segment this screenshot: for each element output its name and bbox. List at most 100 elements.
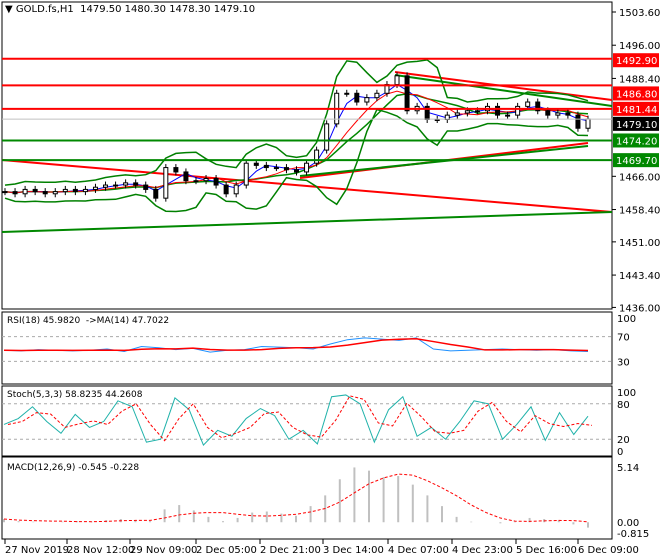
candle-body bbox=[32, 188, 38, 193]
candle-body bbox=[404, 75, 410, 112]
y-tick-label: 1451.00 bbox=[619, 238, 660, 249]
candle-body bbox=[163, 167, 169, 199]
level-badge bbox=[613, 101, 659, 116]
candle-body bbox=[394, 75, 400, 86]
candle-body bbox=[233, 184, 239, 195]
candle-body bbox=[113, 184, 119, 187]
candle-body bbox=[203, 177, 209, 182]
candle-body bbox=[283, 167, 289, 171]
moving-average-fast bbox=[4, 83, 589, 194]
candle-body bbox=[123, 182, 129, 186]
rsi-title: RSI(18) 45.9820 ->MA(14) 47.7022 bbox=[7, 316, 170, 326]
candle-body bbox=[374, 92, 380, 99]
bollinger-lower bbox=[4, 108, 589, 213]
candle-body bbox=[183, 171, 189, 182]
level-label: 1469.70 bbox=[616, 156, 657, 167]
x-tick-label: 3 Dec 14:00 bbox=[323, 545, 384, 556]
rsi-tick-label: 70 bbox=[617, 333, 630, 344]
y-tick-label: 1503.60 bbox=[619, 8, 660, 19]
x-tick-label: 5 Dec 16:00 bbox=[516, 545, 577, 556]
x-tick-label: 6 Dec 09:00 bbox=[578, 545, 639, 556]
bollinger-upper bbox=[4, 59, 589, 186]
macd-tick-label: 0.00 bbox=[617, 518, 639, 529]
x-tick-label: 29 Nov 09:00 bbox=[130, 545, 197, 556]
candle-body bbox=[193, 180, 199, 183]
candle-body bbox=[263, 164, 269, 169]
level-label: 1474.20 bbox=[616, 136, 657, 147]
y-tick-label: 1496.00 bbox=[619, 41, 660, 52]
stoch-title: Stoch(5,3,3) 58.8235 44.2608 bbox=[7, 390, 143, 400]
current-price-badge bbox=[613, 116, 659, 131]
x-tick-label: 27 Nov 2019 bbox=[5, 545, 69, 556]
pane-frame bbox=[1, 311, 613, 385]
candle-body bbox=[294, 169, 299, 173]
candle-body bbox=[525, 101, 531, 107]
rsi-tick-label: 100 bbox=[617, 314, 636, 325]
level-badge bbox=[613, 53, 659, 68]
y-tick-label: 1466.00 bbox=[619, 172, 660, 183]
candle-body bbox=[173, 167, 179, 173]
pane-frame bbox=[1, 1, 613, 310]
candle-body bbox=[42, 191, 48, 195]
symbol-label: GOLD.fs,H1 bbox=[15, 4, 74, 15]
candle-body bbox=[62, 188, 68, 193]
candle-body bbox=[464, 110, 470, 114]
y-tick-label: 1488.40 bbox=[619, 74, 660, 85]
stoch-tick-label: 20 bbox=[617, 435, 630, 446]
candle-body bbox=[243, 162, 249, 186]
candle-body bbox=[82, 188, 88, 193]
level-label: 1481.44 bbox=[616, 105, 657, 116]
macd-signal-line bbox=[3, 473, 589, 523]
rsi-ma-line bbox=[3, 338, 589, 352]
x-tick-label: 4 Dec 23:00 bbox=[452, 545, 513, 556]
x-tick-label: 28 Nov 12:00 bbox=[67, 545, 134, 556]
candle-body bbox=[22, 188, 28, 195]
candle-body bbox=[434, 119, 440, 122]
candle-body bbox=[545, 110, 551, 116]
current-price-label: 1479.10 bbox=[616, 120, 657, 131]
rsi-tick-label: 30 bbox=[617, 357, 630, 368]
dropdown-triangle-icon[interactable]: ▼ bbox=[5, 4, 13, 15]
candle-body bbox=[72, 188, 78, 193]
macd-tick-label: -0.815 bbox=[617, 529, 649, 540]
trend-line bbox=[394, 74, 613, 107]
trend-line bbox=[1, 159, 613, 213]
x-tick-label: 4 Dec 07:00 bbox=[388, 545, 449, 556]
level-label: 1486.80 bbox=[616, 89, 657, 100]
candle-body bbox=[575, 114, 581, 129]
candle-body bbox=[92, 186, 98, 190]
moving-average-slow bbox=[4, 90, 589, 194]
ohlc-values: 1479.50 1480.30 1478.30 1479.10 bbox=[80, 4, 256, 15]
candle-body bbox=[133, 182, 139, 186]
stoch-tick-label: 0 bbox=[617, 447, 623, 458]
level-badge bbox=[613, 86, 659, 101]
candle-body bbox=[253, 162, 259, 166]
pane-frame bbox=[1, 385, 613, 457]
candle-body bbox=[143, 184, 149, 190]
candle-body bbox=[213, 177, 219, 186]
y-tick-label: 1436.00 bbox=[619, 303, 660, 314]
level-badge bbox=[613, 153, 659, 168]
level-badge bbox=[613, 133, 659, 148]
candle-body bbox=[273, 167, 279, 170]
candle-body bbox=[2, 191, 8, 194]
candle-body bbox=[153, 188, 159, 199]
candle-body bbox=[515, 105, 521, 116]
candle-body bbox=[495, 105, 501, 116]
candle-body bbox=[12, 191, 18, 195]
candle-body bbox=[354, 92, 360, 103]
x-tick-label: 2 Dec 05:00 bbox=[196, 545, 257, 556]
stoch-signal-line bbox=[7, 395, 593, 442]
macd-tick-label: 5.14 bbox=[617, 463, 639, 474]
candle-body bbox=[565, 112, 571, 116]
candle-body bbox=[314, 149, 320, 164]
y-tick-label: 1443.40 bbox=[619, 271, 660, 282]
candle-body bbox=[304, 162, 310, 173]
candle-body bbox=[364, 97, 370, 103]
trend-line bbox=[1, 211, 613, 233]
candle-body bbox=[535, 101, 541, 112]
stoch-tick-label: 100 bbox=[617, 388, 636, 399]
stoch-tick-label: 80 bbox=[617, 400, 630, 411]
